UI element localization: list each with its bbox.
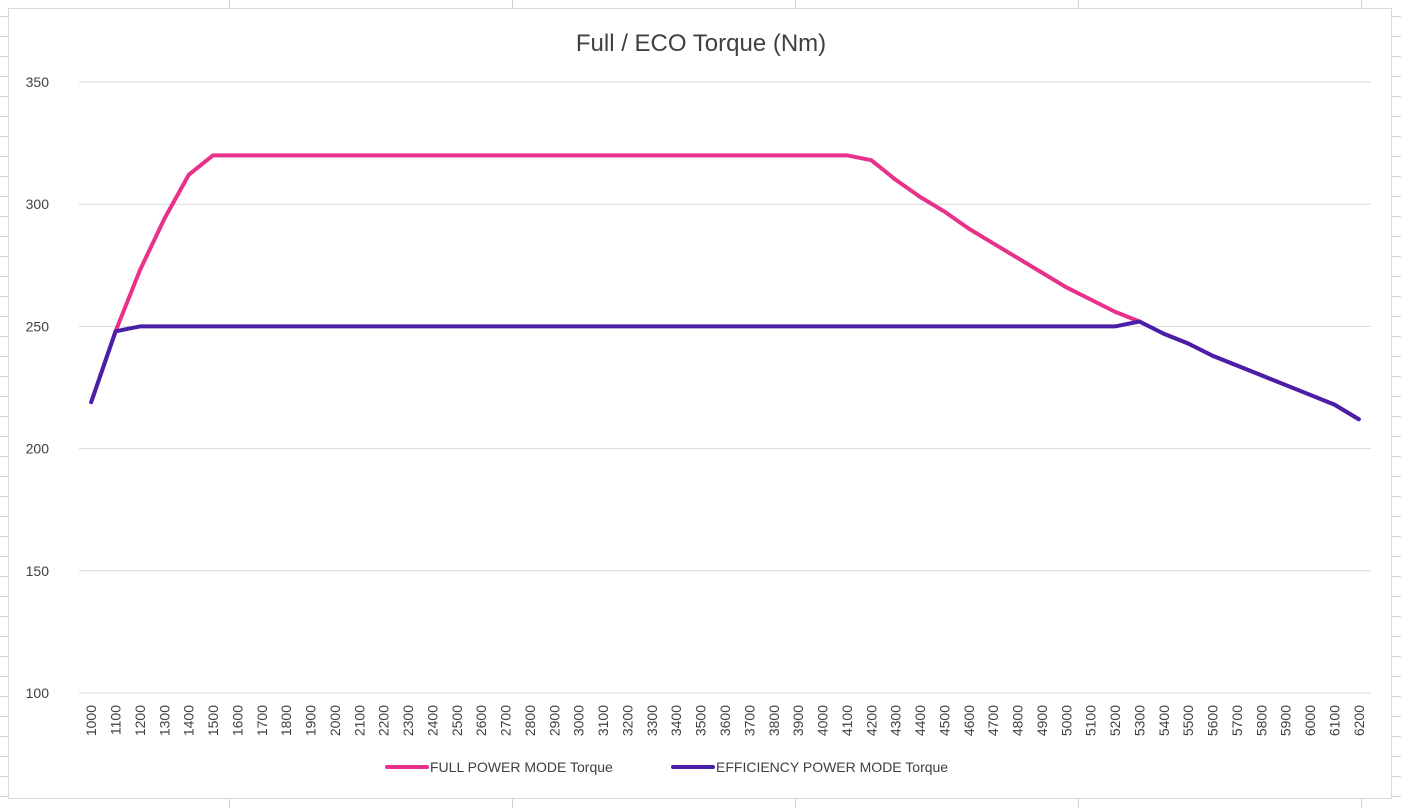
y-tick-label: 200 (26, 441, 50, 457)
y-tick-label: 150 (26, 563, 50, 579)
legend-item-0[interactable]: FULL POWER MODE Torque (385, 759, 613, 775)
y-tick-label: 250 (26, 318, 50, 334)
chart-area[interactable]: 100 150 200 250 300 350 1000 1100 1200 1300 1400 1… (8, 8, 1392, 799)
x-tick-label: 5900 (1278, 705, 1294, 736)
x-tick-label: 2400 (424, 705, 440, 736)
y-tick-label: 350 (26, 74, 50, 90)
legend-label: FULL POWER MODE Torque (430, 759, 613, 775)
legend-label: EFFICIENCY POWER MODE Torque (716, 759, 948, 775)
series-lines (89, 153, 1361, 422)
x-tick-label: 6000 (1302, 705, 1318, 736)
x-tick-label: 5100 (1083, 705, 1099, 736)
x-tick-label: 4000 (815, 705, 831, 736)
x-tick-label: 4700 (985, 705, 1001, 736)
x-tick-label: 5000 (1058, 705, 1074, 736)
x-tick-label: 1300 (156, 705, 172, 736)
x-axis-ticks: 1000 1100 1200 1300 1400 1500 1600 1700 1800 1900… (83, 705, 1367, 736)
x-tick-label: 4100 (839, 705, 855, 736)
x-tick-label: 2600 (473, 705, 489, 736)
legend-item-1[interactable]: EFFICIENCY POWER MODE Torque (671, 759, 948, 775)
x-tick-label: 2900 (546, 705, 562, 736)
x-tick-label: 2700 (498, 705, 514, 736)
x-tick-label: 5300 (1131, 705, 1147, 736)
x-tick-label: 2100 (351, 705, 367, 736)
x-tick-label: 6100 (1326, 705, 1342, 736)
legend[interactable]: FULL POWER MODE Torque EFFICIENCY POWER M… (385, 759, 948, 775)
x-tick-label: 5400 (1156, 705, 1172, 736)
y-axis-ticks: 100 150 200 250 300 350 (26, 74, 50, 701)
x-tick-label: 4800 (1010, 705, 1026, 736)
x-tick-label: 5800 (1253, 705, 1269, 736)
x-tick-label: 4400 (912, 705, 928, 736)
x-tick-label: 4300 (888, 705, 904, 736)
x-tick-label: 1600 (229, 705, 245, 736)
x-tick-label: 3100 (595, 705, 611, 736)
x-tick-label: 4900 (1034, 705, 1050, 736)
gridlines (79, 81, 1371, 694)
y-tick-label: 300 (26, 196, 50, 212)
x-tick-label: 1400 (181, 705, 197, 736)
x-tick-label: 3400 (668, 705, 684, 736)
x-tick-label: 3200 (619, 705, 635, 736)
x-tick-label: 3700 (741, 705, 757, 736)
x-tick-label: 6200 (1351, 705, 1367, 736)
x-tick-label: 1500 (205, 705, 221, 736)
y-tick-label: 100 (26, 685, 50, 701)
x-tick-label: 3500 (693, 705, 709, 736)
x-tick-label: 4500 (936, 705, 952, 736)
x-tick-label: 1700 (254, 705, 270, 736)
x-tick-label: 2300 (400, 705, 416, 736)
x-tick-label: 5500 (1180, 705, 1196, 736)
chart-title: Full / ECO Torque (Nm) (576, 30, 826, 57)
x-tick-label: 2200 (376, 705, 392, 736)
x-tick-label: 4600 (961, 705, 977, 736)
x-tick-label: 2000 (327, 705, 343, 736)
x-tick-label: 2800 (522, 705, 538, 736)
x-tick-label: 3000 (571, 705, 587, 736)
x-tick-label: 3300 (644, 705, 660, 736)
x-tick-label: 3800 (766, 705, 782, 736)
x-tick-label: 5700 (1229, 705, 1245, 736)
x-tick-label: 1800 (278, 705, 294, 736)
x-tick-label: 1000 (83, 705, 99, 736)
x-tick-label: 4200 (863, 705, 879, 736)
x-tick-label: 2500 (449, 705, 465, 736)
x-tick-label: 5600 (1205, 705, 1221, 736)
x-tick-label: 1200 (132, 705, 148, 736)
series-line-1[interactable] (89, 319, 1361, 422)
x-tick-label: 1900 (303, 705, 319, 736)
x-tick-label: 3600 (717, 705, 733, 736)
x-tick-label: 1100 (108, 705, 124, 735)
series-line-0[interactable] (89, 153, 1361, 422)
x-tick-label: 5200 (1107, 705, 1123, 736)
x-tick-label: 3900 (790, 705, 806, 736)
